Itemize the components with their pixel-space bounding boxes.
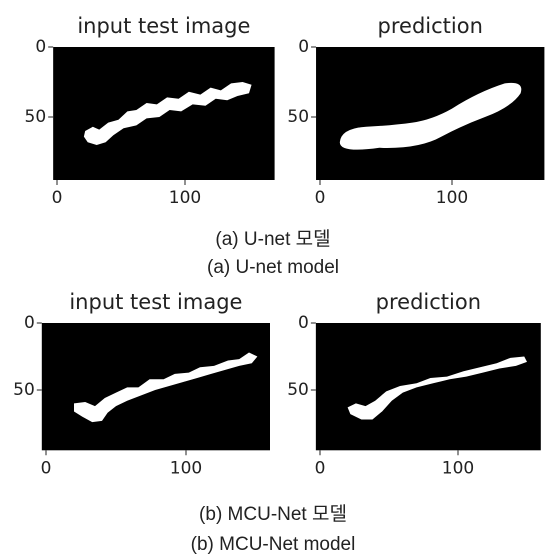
y-tick-label: 0 [35,37,46,57]
y-tick-label: 0 [24,313,35,333]
caption-english: (b) MCU-Net model [191,534,356,555]
y-tick-label: 50 [287,380,309,400]
x-tick-label: 0 [315,188,326,208]
image-area [316,323,541,450]
x-tick-label: 100 [169,188,201,208]
caption-english: (a) U-net model [207,257,339,278]
x-tick-label: 100 [170,458,202,478]
y-tick-label: 50 [287,107,309,127]
caption-korean: (b) MCU-Net 모델 [199,503,347,525]
x-tick-label: 0 [41,458,52,478]
x-tick-label: 0 [315,458,326,478]
panel-title: prediction [378,14,483,38]
panel-title: prediction [376,290,481,314]
panel-title: input test image [69,290,242,314]
figure: input test image 0 100 0 50 prediction 0 100 0 50… [0,0,546,557]
y-tick-label: 50 [25,107,47,127]
image-area [316,47,544,180]
y-tick-label: 0 [298,37,309,57]
y-tick-label: 0 [298,313,309,333]
caption-korean: (a) U-net 모델 [215,228,330,250]
y-tick-label: 50 [13,380,35,400]
x-tick-label: 0 [52,188,63,208]
panel-title: input test image [77,14,250,38]
x-tick-label: 100 [436,188,468,208]
x-tick-label: 100 [442,458,474,478]
